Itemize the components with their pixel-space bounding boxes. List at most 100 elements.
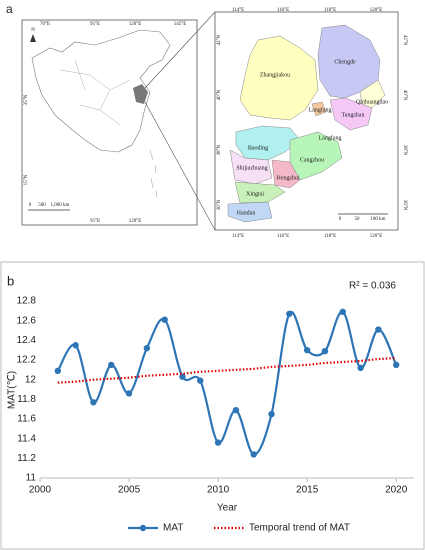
- map-text: 35°N: [24, 94, 29, 105]
- city-label: Zhangjiakou: [260, 72, 290, 78]
- x-tick-label: 2020: [385, 485, 408, 496]
- map-text: 42°N: [217, 34, 222, 45]
- x-tick-label: 2010: [207, 485, 230, 496]
- city-label: Shijiazhuang: [236, 165, 267, 171]
- map-text: 95°E: [90, 219, 100, 224]
- map-text: 120°E: [129, 219, 142, 224]
- map-text: 120°E: [370, 8, 383, 13]
- map-text: 118°E: [324, 234, 336, 239]
- legend-label: MAT: [163, 523, 183, 534]
- map-text: 15°N: [24, 174, 29, 185]
- islands: [149, 149, 158, 198]
- map-text: 38°N: [402, 145, 407, 156]
- x-tick-label: 2015: [296, 485, 319, 496]
- china-map: N: [21, 19, 198, 226]
- map-text: 120°E: [370, 234, 383, 239]
- zoom-line: [144, 101, 216, 231]
- map-text: 116°E: [277, 8, 289, 13]
- region: [359, 79, 386, 109]
- region: [311, 101, 327, 117]
- point: [357, 364, 364, 372]
- china-outline: [31, 29, 171, 153]
- map-text: 36°N: [402, 200, 407, 211]
- region: [271, 159, 301, 189]
- region: [329, 97, 373, 131]
- point: [321, 347, 329, 355]
- map-text: 100 km: [370, 217, 385, 222]
- city-label: Handan: [237, 210, 256, 216]
- y-axis-label: MAT(℃): [7, 371, 18, 409]
- map-text: 40°N: [217, 89, 222, 100]
- y-tick-label: 12.8: [17, 296, 37, 307]
- point: [268, 410, 275, 418]
- annotation: R² = 0.036: [349, 281, 396, 292]
- series-line: [57, 356, 397, 384]
- map-text: 114°E: [232, 8, 244, 13]
- city-label: Tangshan: [342, 112, 365, 118]
- point: [375, 326, 382, 333]
- north-label: N: [31, 28, 35, 33]
- y-tick-label: 12.2: [17, 355, 37, 366]
- point: [286, 310, 293, 317]
- region: [227, 201, 273, 223]
- zoom-line: [144, 11, 216, 89]
- series-line: [56, 310, 398, 456]
- y-tick-label: 12.4: [17, 335, 37, 346]
- map-text: 40°N: [402, 90, 407, 101]
- map-text: 0: [339, 217, 342, 222]
- point: [197, 377, 204, 384]
- y-tick-label: 11.8: [17, 394, 36, 405]
- map-text: 145°E: [174, 22, 187, 27]
- map-text: 1,000 km: [51, 203, 70, 208]
- point: [250, 451, 257, 458]
- y-tick-label: 11.2: [17, 453, 36, 464]
- chart-frame: [0, 261, 425, 550]
- city-label: Chengde: [334, 59, 356, 65]
- map-text: 95°E: [90, 22, 100, 27]
- point: [161, 316, 168, 323]
- map-text: 118°E: [324, 8, 336, 13]
- point: [108, 361, 115, 369]
- city-label: Hengshui: [277, 175, 300, 181]
- point: [303, 346, 311, 354]
- y-tick-label: 12.6: [17, 315, 37, 326]
- panel-label: a: [6, 2, 13, 16]
- point: [125, 390, 133, 397]
- map-text: 120°E: [129, 22, 142, 27]
- point: [232, 406, 240, 414]
- point: [143, 345, 151, 352]
- city-label: Xingtai: [246, 191, 264, 197]
- legend-label: Temporal trend of MAT: [249, 523, 350, 534]
- point: [179, 373, 186, 380]
- y-tick-label: 11.6: [17, 414, 36, 425]
- x-tick-label: 2000: [29, 485, 52, 496]
- map-text: 36°N: [217, 199, 222, 210]
- map-text: 500: [38, 203, 46, 208]
- map-text: 42°N: [402, 35, 407, 46]
- region: [234, 181, 286, 204]
- hebei-map: [214, 11, 399, 231]
- point: [339, 308, 346, 316]
- city-label: Baoding: [248, 145, 268, 151]
- map-text: 114°E: [232, 234, 244, 239]
- plot: 11 11.2 11.4 11.6 11.8 12 12.2 12.4 12.6 12.8 2000…: [17, 296, 414, 534]
- map-text: 116°E: [277, 234, 289, 239]
- map-text: 50: [355, 217, 361, 222]
- x-axis-label: Year: [217, 503, 238, 514]
- point: [72, 342, 79, 349]
- point: [214, 439, 222, 446]
- city-label: Langfang: [319, 134, 342, 141]
- y-tick-label: 11.4: [17, 433, 36, 444]
- city-label: Cangzhou: [300, 157, 324, 163]
- point: [90, 399, 97, 406]
- map-text: 38°N: [217, 144, 222, 155]
- panel-label: b: [7, 273, 14, 288]
- map-text: 0: [29, 203, 32, 208]
- city-label: Langfang: [309, 106, 332, 113]
- region: [235, 125, 301, 161]
- city-label: Qinhuangdao: [356, 99, 388, 105]
- province-lines: [59, 59, 131, 126]
- region: [229, 149, 273, 185]
- legend-marker: [139, 524, 147, 532]
